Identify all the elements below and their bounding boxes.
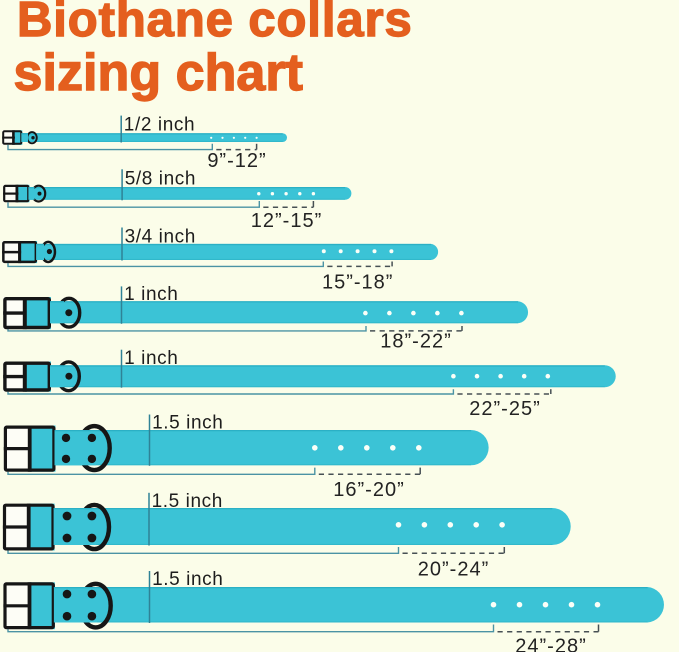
svg-text:1.5 inch: 1.5 inch	[152, 569, 223, 590]
svg-text:12”-15”: 12”-15”	[251, 210, 322, 232]
svg-text:1.5 inch: 1.5 inch	[152, 491, 223, 512]
svg-text:3/4 inch: 3/4 inch	[125, 226, 196, 247]
svg-text:9”-12”: 9”-12”	[207, 150, 266, 172]
svg-text:22”-25”: 22”-25”	[469, 398, 540, 420]
svg-text:18”-22”: 18”-22”	[380, 331, 451, 353]
svg-text:15”-18”: 15”-18”	[322, 271, 393, 293]
svg-text:24”-28”: 24”-28”	[515, 635, 586, 652]
svg-text:5/8 inch: 5/8 inch	[125, 168, 196, 189]
svg-text:1 inch: 1 inch	[124, 348, 178, 369]
svg-text:1/2 inch: 1/2 inch	[124, 115, 195, 136]
svg-text:20”-24”: 20”-24”	[418, 558, 489, 580]
svg-text:16”-20”: 16”-20”	[333, 479, 404, 501]
svg-text:1.5 inch: 1.5 inch	[152, 413, 223, 434]
svg-text:1 inch: 1 inch	[124, 284, 178, 305]
